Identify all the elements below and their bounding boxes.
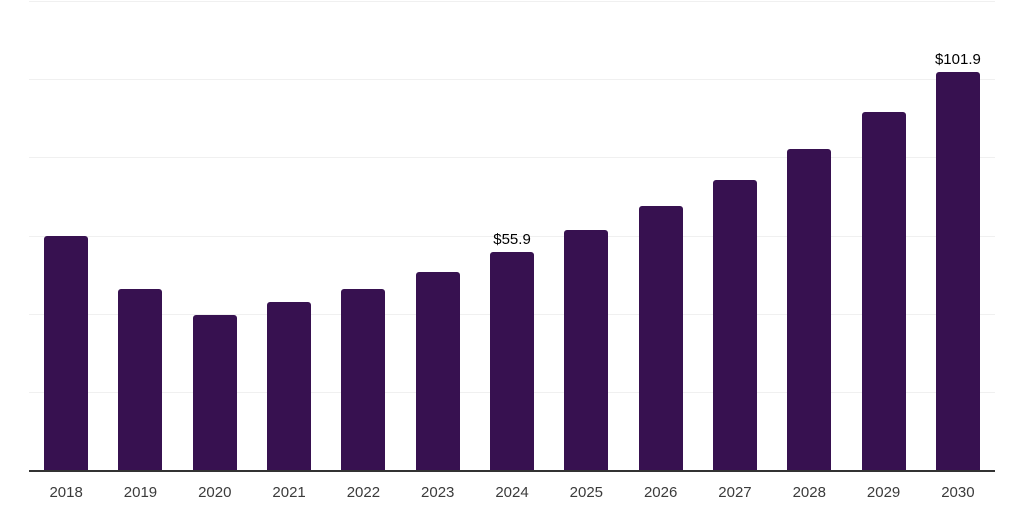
x-tick-label: 2020 <box>198 484 232 501</box>
gridline <box>29 79 995 81</box>
x-tick-label: 2026 <box>643 484 678 501</box>
x-tick-label: 2018 <box>49 484 83 501</box>
x-axis-labels: 2018 2019 2020 2021 2022 2023 2024 2025 2026 2027… <box>29 484 995 502</box>
plot-area: $55.9 $101.9 <box>29 1 995 472</box>
bar-2027 <box>712 179 757 470</box>
x-tick-label: 2027 <box>718 484 752 501</box>
bar-2024 <box>490 251 535 470</box>
bar-slot-2030: $101.9 <box>921 1 995 470</box>
gridline <box>29 235 995 237</box>
x-tick-label: 2028 <box>792 484 826 501</box>
x-tick-label: 2021 <box>272 484 306 501</box>
gridline <box>29 157 995 159</box>
bar-slot-2020 <box>178 1 252 470</box>
x-tick-label: 2025 <box>569 484 604 501</box>
x-tick-label: 2024 <box>495 484 529 501</box>
bar-2025 <box>564 229 609 470</box>
bar-slot-2024: $55.9 <box>475 1 549 470</box>
bar-2023 <box>415 271 460 470</box>
bar-slot-2021 <box>252 1 326 470</box>
bar-slot-2028 <box>772 1 846 470</box>
bar-2026 <box>638 206 683 470</box>
bar-slot-2022 <box>326 1 400 470</box>
bar-2020 <box>192 314 237 470</box>
bar-2018 <box>44 235 89 470</box>
bar-slot-2026 <box>624 1 698 470</box>
x-tick-label: 2022 <box>346 484 381 501</box>
bar-2021 <box>267 301 312 470</box>
bar-slot-2027 <box>698 1 772 470</box>
bar-value-label: $101.9 <box>934 50 981 68</box>
bar-slot-2025 <box>549 1 623 470</box>
bar-slot-2023 <box>401 1 475 470</box>
bar-2029 <box>861 112 906 470</box>
bar-2028 <box>787 149 832 470</box>
bar-2019 <box>118 289 163 470</box>
bar-2030 <box>935 71 980 470</box>
gridline <box>29 1 995 2</box>
bar-slot-2018 <box>29 1 103 470</box>
x-tick-label: 2030 <box>941 484 975 501</box>
bar-value-label: $55.9 <box>493 230 531 248</box>
bar-2022 <box>341 288 386 470</box>
bars-row: $55.9 $101.9 <box>29 1 995 470</box>
bar-slot-2019 <box>103 1 177 470</box>
x-tick-label: 2023 <box>421 484 455 501</box>
bar-slot-2029 <box>846 1 920 470</box>
x-tick-label: 2019 <box>123 484 158 501</box>
x-tick-label: 2029 <box>866 484 901 501</box>
